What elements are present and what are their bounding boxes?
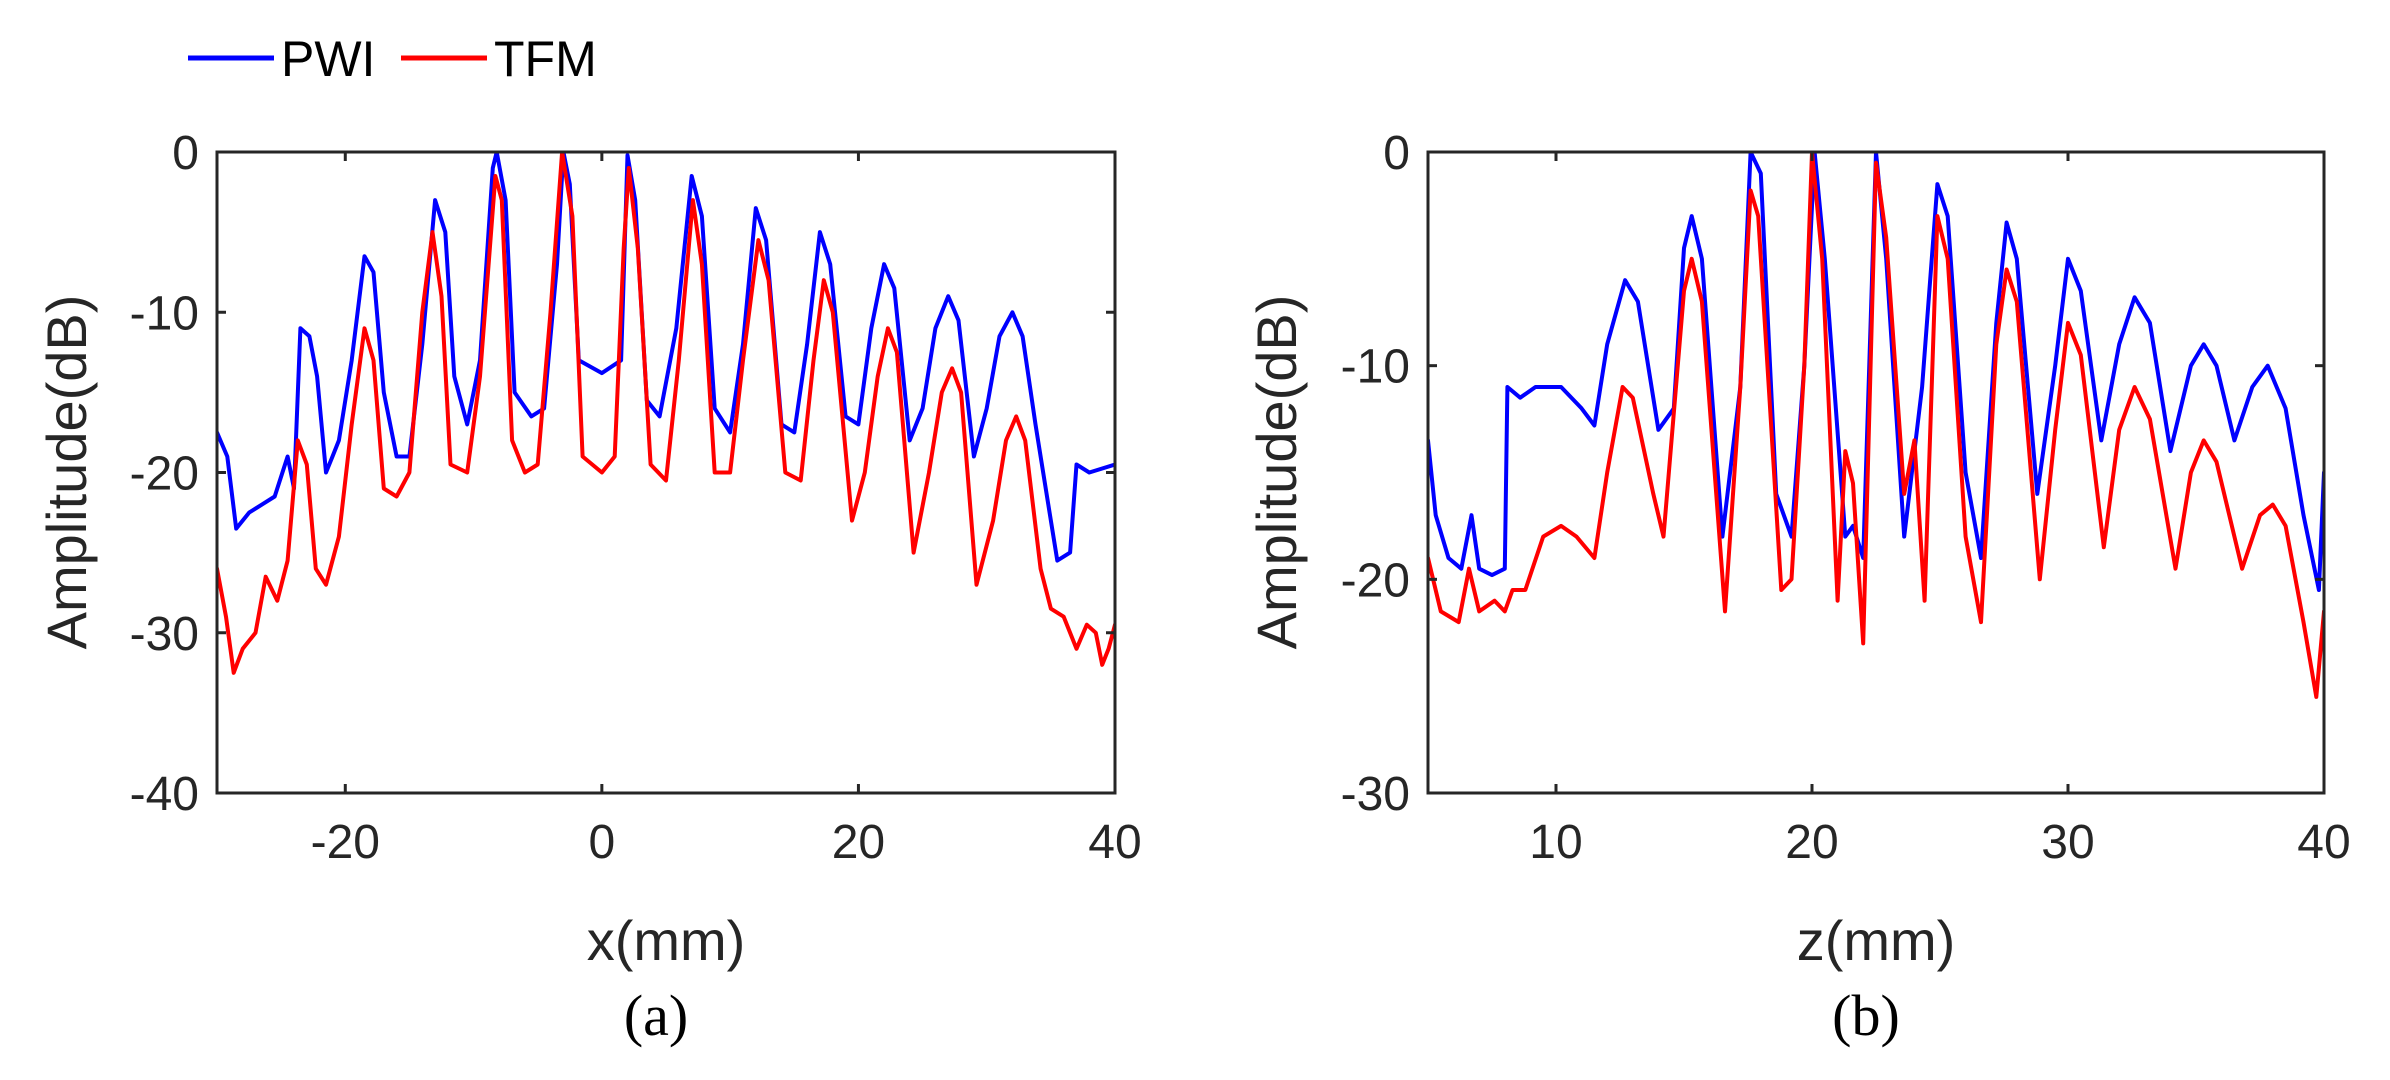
y-tick-label: -30 (1341, 768, 1410, 821)
y-axis-label-b: Amplitude(dB) (1245, 295, 1308, 650)
y-tick-label: -30 (130, 608, 199, 661)
y-tick-label: 0 (172, 127, 199, 180)
panel-caption-a: (a) (624, 983, 688, 1048)
x-tick-label: -20 (311, 816, 380, 869)
y-tick-label: -20 (1341, 554, 1410, 607)
x-axis-label-b: z(mm) (1797, 909, 1956, 972)
legend-tfm-label: TFM (494, 31, 597, 87)
y-ticks-a: 0 -10 -20 -30 -40 (130, 127, 1115, 821)
chart-panel-b: 0-10-20-30 10 20 30 40 z(mm) Amplitude(dB) … (1245, 127, 2351, 1048)
x-tick-label: 10 (1529, 816, 1582, 869)
series-line-pwi-a (217, 152, 1115, 563)
panel-caption-b: (b) (1832, 983, 1900, 1048)
x-tick-label: 20 (1785, 816, 1838, 869)
y-tick-label: -10 (1341, 341, 1410, 394)
legend-pwi-label: PWI (281, 31, 375, 87)
y-tick-label: 0 (1383, 127, 1410, 180)
series-line-tfm-b (1428, 152, 2324, 699)
series-line-tfm-a (217, 152, 1115, 675)
axes-frame-b (1426, 150, 2326, 795)
x-tick-label: 0 (589, 816, 616, 869)
legend: PWI TFM (188, 31, 597, 87)
x-tick-label: 30 (2041, 816, 2094, 869)
y-tick-label: -40 (130, 768, 199, 821)
x-tick-label: 20 (832, 816, 885, 869)
x-ticks-a: -20 0 20 40 (311, 152, 1142, 869)
x-tick-label: 40 (2297, 816, 2350, 869)
y-tick-label: -20 (130, 448, 199, 501)
x-axis-label-a: x(mm) (587, 909, 746, 972)
x-ticks-b: 10 20 30 40 (1529, 152, 2351, 869)
y-axis-label-a: Amplitude(dB) (35, 295, 98, 650)
x-tick-label: 40 (1088, 816, 1141, 869)
y-tick-label: -10 (130, 287, 199, 340)
chart-panel-a: 0 -10 -20 -30 -40 -20 0 20 40 x(mm) Amplitude(d… (35, 127, 1142, 1048)
y-ticks-b: 0 -10 -20 -30 (1341, 127, 2324, 821)
series-line-pwi-b (1428, 152, 2324, 592)
